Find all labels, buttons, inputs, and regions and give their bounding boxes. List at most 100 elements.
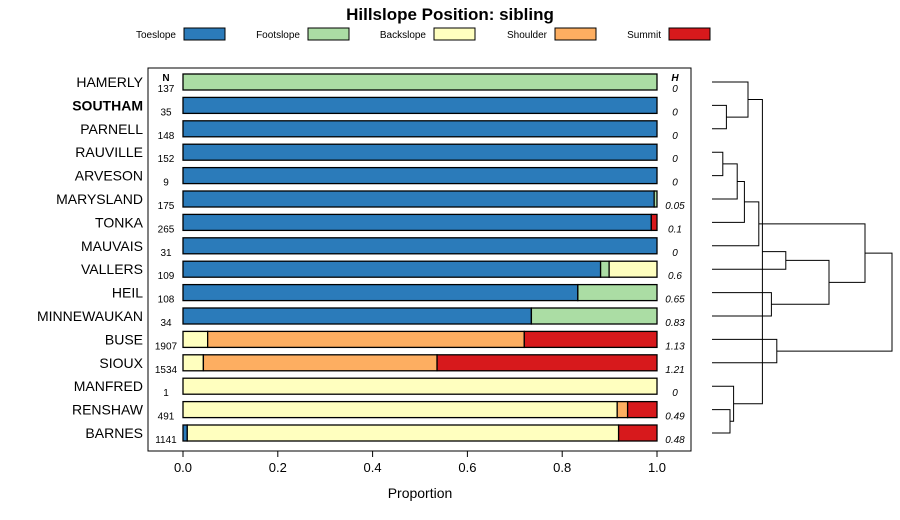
row-mauvais: MAUVAIS 31 0 — [81, 237, 678, 259]
bar-segment-manfred-backslope — [182, 377, 658, 395]
soil-label-tonka: TONKA — [95, 214, 144, 230]
row-buse: BUSE 1907 1.13 — [105, 330, 685, 352]
dendrogram-link-8 — [712, 201, 760, 247]
bar-segment-sioux-shoulder — [202, 354, 438, 372]
h-value-parnell: 0 — [672, 131, 678, 142]
dendrogram-link-14 — [758, 223, 866, 283]
soil-label-marysland: MARYSLAND — [56, 191, 143, 207]
row-arveson: ARVESON 9 0 — [75, 166, 678, 189]
legend-swatch-summit — [668, 27, 711, 41]
h-value-rauville: 0 — [672, 154, 678, 165]
h-column-header: H — [671, 73, 679, 84]
bar-segment-minnewaukan-footslope — [530, 307, 658, 325]
x-axis: 0.0 0.2 0.4 0.6 0.8 1.0 — [174, 451, 666, 475]
legend-label-footslope: Footslope — [256, 30, 300, 41]
dendrogram-link-3 — [712, 409, 731, 434]
n-count-minnewaukan: 34 — [160, 318, 172, 329]
bar-segment-heil-footslope — [577, 283, 658, 302]
bar-segment-buse-backslope — [182, 330, 209, 349]
legend-label-shoulder: Shoulder — [507, 30, 548, 41]
row-southam: SOUTHAM 35 0 — [72, 96, 678, 118]
h-value-tonka: 0.1 — [668, 224, 682, 235]
legend-swatch-footslope — [307, 27, 350, 41]
bar-segment-barnes-backslope — [186, 424, 620, 442]
n-count-hamerly: 137 — [158, 84, 175, 95]
bar-segment-renshaw-summit — [626, 400, 658, 419]
n-count-mauvais: 31 — [160, 248, 172, 259]
legend-swatch-toeslope — [183, 27, 226, 41]
soil-label-buse: BUSE — [105, 331, 143, 347]
plot-frame — [147, 67, 692, 452]
legend-label-backslope: Backslope — [380, 30, 427, 41]
bar-segment-minnewaukan-toeslope — [182, 307, 533, 325]
soil-label-arveson: ARVESON — [75, 168, 143, 184]
n-count-sioux: 1534 — [155, 365, 178, 376]
bar-segment-rauville-toeslope — [182, 143, 658, 161]
h-value-sioux: 1.21 — [665, 365, 684, 376]
soil-label-hamerly: HAMERLY — [76, 74, 143, 90]
soil-label-vallers: VALLERS — [81, 261, 143, 277]
n-count-renshaw: 491 — [158, 412, 175, 423]
h-value-vallers: 0.6 — [668, 271, 682, 282]
row-hamerly: HAMERLY 137 0 — [76, 73, 678, 95]
row-manfred: MANFRED 1 0 — [74, 377, 678, 399]
h-value-minnewaukan: 0.83 — [665, 318, 685, 329]
dendrogram-link-9 — [733, 99, 763, 405]
soil-label-southam: SOUTHAM — [72, 97, 143, 113]
row-vallers: VALLERS 109 0.6 — [81, 260, 682, 282]
legend-label-toeslope: Toeslope — [136, 30, 176, 41]
n-count-manfred: 1 — [163, 388, 169, 399]
soil-label-sioux: SIOUX — [99, 355, 143, 371]
h-value-mauvais: 0 — [672, 248, 678, 259]
bar-segment-tonka-summit — [650, 213, 658, 232]
n-count-arveson: 9 — [163, 178, 169, 189]
h-value-manfred: 0 — [672, 388, 678, 399]
bar-segment-renshaw-backslope — [182, 400, 618, 419]
soil-label-manfred: MANFRED — [74, 378, 143, 394]
n-count-parnell: 148 — [158, 131, 175, 142]
n-column-header: N — [162, 73, 169, 84]
soil-label-parnell: PARNELL — [80, 121, 143, 137]
bar-segment-sioux-summit — [436, 354, 658, 372]
row-marysland: MARYSLAND 175 0.05 — [56, 190, 685, 212]
bar-segment-buse-summit — [523, 330, 658, 349]
dendrogram-link-5 — [712, 163, 738, 200]
n-count-buse: 1907 — [155, 341, 178, 352]
x-axis-title: Proportion — [388, 485, 453, 501]
h-value-buse: 1.13 — [665, 341, 685, 352]
x-tick-label-1: 0.2 — [269, 460, 287, 475]
bar-segment-arveson-toeslope — [182, 166, 658, 185]
soil-label-minnewaukan: MINNEWAUKAN — [37, 308, 143, 324]
dendrogram-link-13 — [771, 259, 830, 305]
bar-segment-vallers-footslope — [599, 260, 610, 278]
dendrogram-link-7 — [712, 81, 749, 118]
bar-segment-marysland-toeslope — [182, 190, 655, 208]
legend: Toeslope Footslope Backslope Shoulder Summit — [136, 27, 711, 41]
bar-segment-vallers-backslope — [608, 260, 658, 278]
soil-label-heil: HEIL — [112, 285, 143, 301]
x-tick-label-5: 1.0 — [648, 460, 666, 475]
dendrogram — [712, 81, 893, 434]
soil-label-renshaw: RENSHAW — [72, 402, 144, 418]
soil-label-rauville: RAUVILLE — [75, 144, 143, 160]
bar-segment-marysland-footslope — [653, 190, 658, 208]
dendrogram-link-10 — [712, 338, 778, 364]
h-value-heil: 0.65 — [665, 295, 685, 306]
dendrogram-link-12 — [712, 251, 787, 270]
bar-segment-heil-toeslope — [182, 283, 579, 302]
h-value-arveson: 0 — [672, 178, 678, 189]
h-value-barnes: 0.48 — [665, 435, 685, 446]
bar-segment-buse-shoulder — [206, 330, 525, 349]
bar-segment-tonka-toeslope — [182, 213, 652, 232]
h-value-southam: 0 — [672, 107, 678, 118]
legend-swatch-shoulder — [554, 27, 597, 41]
row-parnell: PARNELL 148 0 — [80, 120, 678, 142]
x-tick-label-2: 0.4 — [364, 460, 382, 475]
dendrogram-link-15 — [776, 252, 893, 352]
bar-segment-vallers-toeslope — [182, 260, 602, 278]
x-tick-label-0: 0.0 — [174, 460, 192, 475]
legend-label-summit: Summit — [627, 30, 661, 41]
row-renshaw: RENSHAW 491 0.49 — [72, 400, 685, 423]
